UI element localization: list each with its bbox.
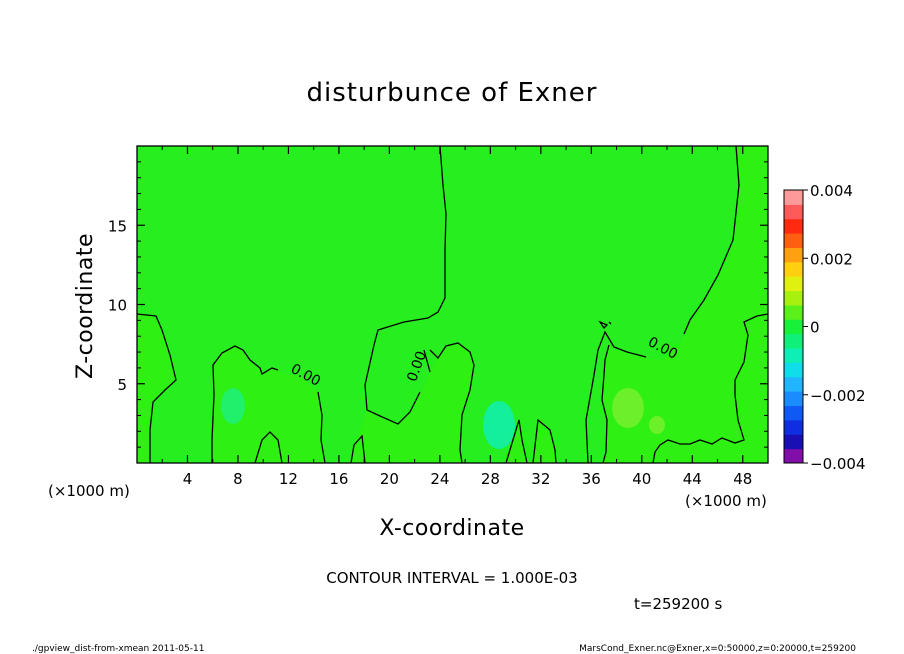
colorbar-swatch (784, 304, 803, 320)
x-tick-label: 20 (380, 470, 399, 488)
high-pocket-x41 (649, 416, 665, 434)
y-tick-label: 5 (117, 376, 127, 394)
contour-lines (136, 145, 769, 464)
colorbar-swatch (784, 376, 803, 392)
colorbar-swatch (784, 290, 803, 306)
x-tick-label: 8 (233, 470, 243, 488)
colorbar-swatch (784, 448, 803, 464)
colorbar-swatch (784, 362, 803, 378)
colorbar-tick-label: 0.004 (810, 182, 853, 200)
colorbar-swatch (784, 333, 803, 349)
colorbar-swatch (784, 276, 803, 292)
chart-title: disturbunce of Exner (307, 78, 598, 108)
x-axis-label: X-coordinate (379, 516, 524, 541)
contour-interval-note: CONTOUR INTERVAL = 1.000E-03 (326, 569, 577, 587)
x-ticks: 4 8 12 16 20 24 28 32 36 40 44 48 (161, 146, 752, 488)
low-pocket-x28 (483, 401, 515, 449)
x-tick-label: 48 (733, 470, 752, 488)
colorbar-swatch (784, 204, 803, 220)
colorbar-swatch (784, 419, 803, 435)
plot-area: 0.00 0.000.00 4 8 12 16 20 24 28 32 36 40 44 48 5101… (108, 145, 769, 488)
footer-right: MarsCond_Exner.nc@Exner,x=0:50000,z=0:20… (579, 644, 856, 654)
colorbar-swatch (784, 218, 803, 234)
contour-line-right-upper (585, 145, 740, 464)
contour-line-left-bump-2 (317, 391, 326, 464)
contour-line-left-foot (254, 431, 283, 464)
colorbar-tick-label: −0.002 (810, 387, 866, 405)
colorbar-swatch (784, 190, 803, 205)
contour-line-center-arch (423, 342, 475, 464)
colorbar-tick-label: 0 (810, 319, 820, 337)
colorbar-tick-label: 0.002 (810, 250, 853, 268)
colorbar-swatch (784, 261, 803, 277)
x-tick-label: 16 (329, 470, 348, 488)
colorbar: 0.004 0.002 0 −0.002 −0.004 (783, 182, 866, 473)
x-tick-label: 24 (430, 470, 449, 488)
contour-line-center-feet (350, 418, 557, 464)
upper-field-region (137, 146, 740, 463)
lower-middle-region (365, 146, 739, 463)
high-pocket-x39 (612, 388, 644, 428)
y-axis-label: Z-coordinate (73, 233, 98, 379)
y-tick-label: 15 (108, 217, 127, 235)
x-tick-label: 12 (279, 470, 298, 488)
x-tick-label: 36 (582, 470, 601, 488)
x-tick-label: 4 (183, 470, 193, 488)
colorbar-ticks: 0.004 0.002 0 −0.002 −0.004 (803, 182, 866, 473)
contour-line-left (136, 313, 177, 463)
x-unit-left: (×1000 m) (48, 482, 130, 500)
colorbar-swatch (784, 434, 803, 450)
contour-line-center-upper (364, 145, 447, 425)
contour-line-right-edge (652, 313, 769, 464)
contour-line-right-lower (601, 344, 610, 464)
colorbar-swatch (784, 233, 803, 248)
y-tick-label: 10 (108, 297, 127, 315)
colorbar-swatch (784, 319, 803, 335)
colorbar-swatch (784, 391, 803, 407)
time-stamp: t=259200 s (634, 595, 722, 613)
contour-line-small-tick (598, 320, 612, 330)
colorbar-swatch (784, 405, 803, 421)
x-tick-label: 28 (481, 470, 500, 488)
colorbar-tick-label: −0.004 (810, 455, 866, 473)
low-pocket-x8 (221, 388, 245, 424)
footer-left: ./gpview_dist-from-xmean 2011-05-11 (32, 644, 204, 654)
y-ticks: 5 10 15 (108, 161, 768, 448)
colorbar-swatches (784, 190, 803, 464)
colorbar-swatch (784, 247, 803, 263)
x-unit-right: (×1000 m) (685, 492, 767, 510)
x-tick-label: 40 (632, 470, 651, 488)
colorbar-swatch (784, 348, 803, 363)
x-tick-label: 32 (531, 470, 550, 488)
x-tick-label: 44 (683, 470, 702, 488)
contour-line-left-bump (211, 345, 279, 463)
